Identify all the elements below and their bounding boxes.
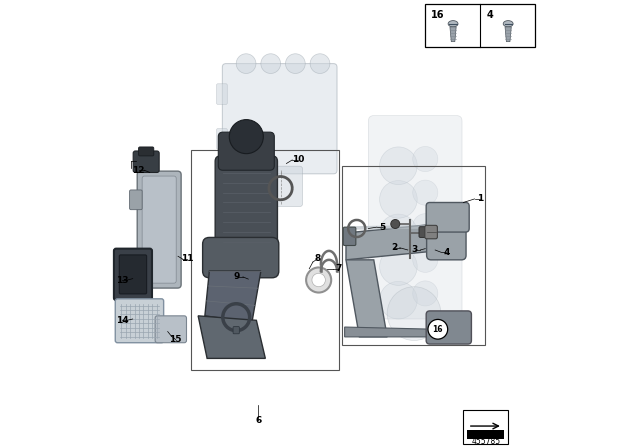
Text: 1: 1 bbox=[477, 194, 483, 203]
FancyBboxPatch shape bbox=[343, 227, 356, 246]
FancyBboxPatch shape bbox=[419, 227, 426, 237]
Circle shape bbox=[380, 147, 417, 185]
FancyBboxPatch shape bbox=[259, 166, 303, 207]
Circle shape bbox=[413, 281, 438, 306]
Circle shape bbox=[428, 319, 448, 339]
FancyBboxPatch shape bbox=[233, 327, 239, 334]
Polygon shape bbox=[346, 224, 436, 260]
Text: 4: 4 bbox=[486, 10, 493, 20]
Text: 6: 6 bbox=[255, 416, 261, 425]
FancyBboxPatch shape bbox=[426, 202, 469, 232]
Circle shape bbox=[236, 54, 256, 73]
Circle shape bbox=[413, 247, 438, 272]
Circle shape bbox=[229, 120, 263, 154]
Polygon shape bbox=[346, 260, 387, 337]
Polygon shape bbox=[345, 327, 436, 337]
FancyBboxPatch shape bbox=[119, 255, 147, 294]
Bar bbox=[425, 4, 535, 47]
FancyBboxPatch shape bbox=[218, 132, 275, 170]
Text: 8: 8 bbox=[314, 254, 321, 263]
Polygon shape bbox=[347, 225, 436, 230]
Text: 15: 15 bbox=[170, 335, 182, 344]
FancyBboxPatch shape bbox=[130, 190, 142, 210]
Circle shape bbox=[380, 248, 417, 285]
Text: 2: 2 bbox=[391, 243, 397, 252]
Text: 12: 12 bbox=[132, 166, 145, 175]
Circle shape bbox=[413, 180, 438, 205]
FancyBboxPatch shape bbox=[114, 249, 152, 300]
FancyBboxPatch shape bbox=[115, 299, 164, 343]
Bar bbox=[463, 410, 508, 444]
FancyBboxPatch shape bbox=[155, 316, 186, 343]
Text: 16: 16 bbox=[433, 325, 443, 334]
Polygon shape bbox=[198, 316, 266, 358]
Ellipse shape bbox=[503, 21, 513, 27]
FancyBboxPatch shape bbox=[216, 129, 227, 149]
FancyBboxPatch shape bbox=[137, 171, 181, 288]
Circle shape bbox=[413, 214, 438, 239]
Ellipse shape bbox=[448, 21, 458, 27]
Circle shape bbox=[380, 214, 417, 252]
Text: 16: 16 bbox=[431, 10, 445, 20]
Circle shape bbox=[306, 267, 332, 293]
FancyBboxPatch shape bbox=[425, 225, 437, 239]
Circle shape bbox=[380, 181, 417, 218]
Text: 3: 3 bbox=[412, 246, 418, 254]
Text: 5: 5 bbox=[380, 223, 386, 232]
Text: 455785: 455785 bbox=[471, 437, 500, 446]
Text: 7: 7 bbox=[335, 264, 342, 273]
Circle shape bbox=[312, 273, 325, 287]
Polygon shape bbox=[450, 27, 456, 42]
Circle shape bbox=[285, 54, 305, 73]
FancyBboxPatch shape bbox=[216, 84, 227, 104]
Text: 13: 13 bbox=[116, 276, 128, 284]
Text: 9: 9 bbox=[234, 272, 240, 281]
FancyBboxPatch shape bbox=[426, 311, 472, 344]
Circle shape bbox=[391, 220, 400, 228]
FancyBboxPatch shape bbox=[133, 151, 159, 172]
Polygon shape bbox=[205, 271, 261, 323]
Text: 10: 10 bbox=[292, 155, 305, 164]
Text: 14: 14 bbox=[116, 316, 128, 325]
Bar bbox=[342, 166, 485, 345]
FancyBboxPatch shape bbox=[427, 217, 466, 260]
FancyBboxPatch shape bbox=[215, 156, 278, 256]
Circle shape bbox=[261, 54, 280, 73]
Polygon shape bbox=[505, 27, 511, 42]
Circle shape bbox=[387, 287, 441, 340]
Bar bbox=[467, 430, 504, 439]
FancyBboxPatch shape bbox=[369, 116, 462, 319]
FancyBboxPatch shape bbox=[130, 250, 142, 270]
Bar bbox=[191, 150, 339, 370]
FancyBboxPatch shape bbox=[203, 237, 279, 278]
Circle shape bbox=[380, 281, 417, 319]
Circle shape bbox=[413, 146, 438, 172]
Circle shape bbox=[310, 54, 330, 73]
FancyBboxPatch shape bbox=[222, 64, 337, 174]
FancyBboxPatch shape bbox=[139, 147, 154, 156]
Text: 11: 11 bbox=[181, 254, 194, 263]
Text: 4: 4 bbox=[443, 248, 449, 257]
FancyBboxPatch shape bbox=[142, 176, 176, 283]
